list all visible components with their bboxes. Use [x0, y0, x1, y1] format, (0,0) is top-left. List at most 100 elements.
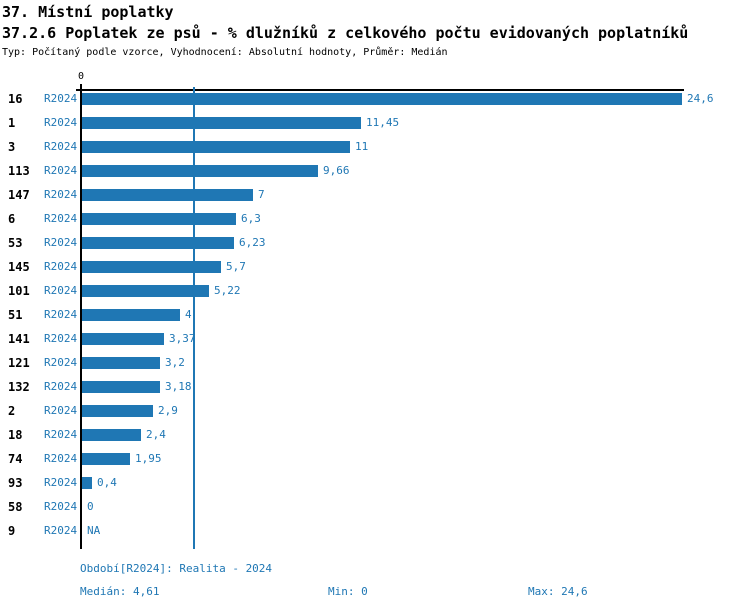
series-label: R2024 [44, 428, 78, 441]
category-label: 16 [8, 92, 23, 106]
bar [82, 261, 221, 273]
value-label: 24,6 [687, 92, 714, 105]
y-axis-line [80, 84, 82, 549]
chart-row: 2 R2024 2,9 [0, 399, 750, 423]
value-label: 6,23 [239, 236, 266, 249]
median-gridline [193, 87, 195, 549]
series-label: R2024 [44, 236, 78, 249]
value-label: 11,45 [366, 116, 400, 129]
series-label: R2024 [44, 116, 78, 129]
series-label: R2024 [44, 260, 78, 273]
value-label: 0 [87, 500, 94, 513]
value-label: 7 [258, 188, 265, 201]
value-label: 0,4 [97, 476, 117, 489]
chart-row: 145 R2024 5,7 [0, 255, 750, 279]
series-label: R2024 [44, 308, 78, 321]
chart-row: 141 R2024 3,37 [0, 327, 750, 351]
value-label: 11 [355, 140, 369, 153]
bar [82, 453, 130, 465]
category-label: 147 [8, 188, 30, 202]
series-label: R2024 [44, 332, 78, 345]
chart-row: 18 R2024 2,4 [0, 423, 750, 447]
bar [82, 429, 141, 441]
value-label: 2,4 [146, 428, 166, 441]
chart-row: 101 R2024 5,22 [0, 279, 750, 303]
x-axis-zero-tick-label: 0 [77, 71, 85, 82]
bar [82, 117, 361, 129]
series-label: R2024 [44, 188, 78, 201]
min-stat: Min: 0 [328, 585, 368, 598]
bar [82, 93, 682, 105]
category-label: 121 [8, 356, 30, 370]
category-label: 141 [8, 332, 30, 346]
value-label: 3,37 [169, 332, 196, 345]
category-label: 113 [8, 164, 30, 178]
category-label: 58 [8, 500, 23, 514]
chart-row: 16 R2024 24,6 [0, 87, 750, 111]
category-label: 53 [8, 236, 23, 250]
bar [82, 285, 209, 297]
series-label: R2024 [44, 164, 78, 177]
bar [82, 141, 350, 153]
chart-row: 147 R2024 7 [0, 183, 750, 207]
category-label: 3 [8, 140, 16, 154]
bar [82, 381, 160, 393]
chart-row: 53 R2024 6,23 [0, 231, 750, 255]
category-label: 132 [8, 380, 30, 394]
chart-row: 132 R2024 3,18 [0, 375, 750, 399]
median-stat: Medián: 4,61 [80, 585, 160, 598]
bar [82, 237, 234, 249]
bar [82, 357, 160, 369]
chart-row: 51 R2024 4 [0, 303, 750, 327]
value-label: 5,7 [226, 260, 246, 273]
page-title: 37. Místní poplatky [2, 3, 174, 21]
bar [82, 477, 92, 489]
series-label: R2024 [44, 476, 78, 489]
category-label: 101 [8, 284, 30, 298]
value-label: 9,66 [323, 164, 350, 177]
category-label: 51 [8, 308, 23, 322]
period-label: Období[R2024]: Realita - 2024 [80, 562, 273, 575]
chart-title: 37.2.6 Poplatek ze psů - % dlužníků z ce… [2, 24, 689, 42]
value-label: 4 [185, 308, 192, 321]
category-label: 9 [8, 524, 16, 538]
chart-row: 93 R2024 0,4 [0, 471, 750, 495]
bar [82, 333, 164, 345]
bar [82, 405, 153, 417]
bar [82, 309, 180, 321]
category-label: 93 [8, 476, 23, 490]
max-stat: Max: 24,6 [528, 585, 588, 598]
category-label: 6 [8, 212, 16, 226]
bar [82, 165, 318, 177]
series-label: R2024 [44, 380, 78, 393]
category-label: 2 [8, 404, 16, 418]
value-label: 3,18 [165, 380, 192, 393]
series-label: R2024 [44, 212, 78, 225]
series-label: R2024 [44, 140, 78, 153]
value-label: 3,2 [165, 356, 185, 369]
chart-row: 113 R2024 9,66 [0, 159, 750, 183]
chart-row: 121 R2024 3,2 [0, 351, 750, 375]
category-label: 18 [8, 428, 23, 442]
category-label: 145 [8, 260, 30, 274]
value-label: 2,9 [158, 404, 178, 417]
chart-row: 1 R2024 11,45 [0, 111, 750, 135]
chart-row: 58 R2024 0 [0, 495, 750, 519]
chart-row: 9 R2024 NA [0, 519, 750, 543]
series-label: R2024 [44, 404, 78, 417]
series-label: R2024 [44, 356, 78, 369]
chart-rows: 16 R2024 24,6 1 R2024 11,45 3 R2024 11 1… [0, 87, 750, 543]
value-label: 5,22 [214, 284, 241, 297]
chart-row: 6 R2024 6,3 [0, 207, 750, 231]
chart-row: 3 R2024 11 [0, 135, 750, 159]
chart-subtitle: Typ: Počítaný podle vzorce, Vyhodnocení:… [2, 47, 448, 58]
series-label: R2024 [44, 92, 78, 105]
value-label: 1,95 [135, 452, 162, 465]
x-axis-top-line [76, 89, 684, 91]
series-label: R2024 [44, 500, 78, 513]
series-label: R2024 [44, 284, 78, 297]
category-label: 1 [8, 116, 16, 130]
category-label: 74 [8, 452, 23, 466]
series-label: R2024 [44, 452, 78, 465]
